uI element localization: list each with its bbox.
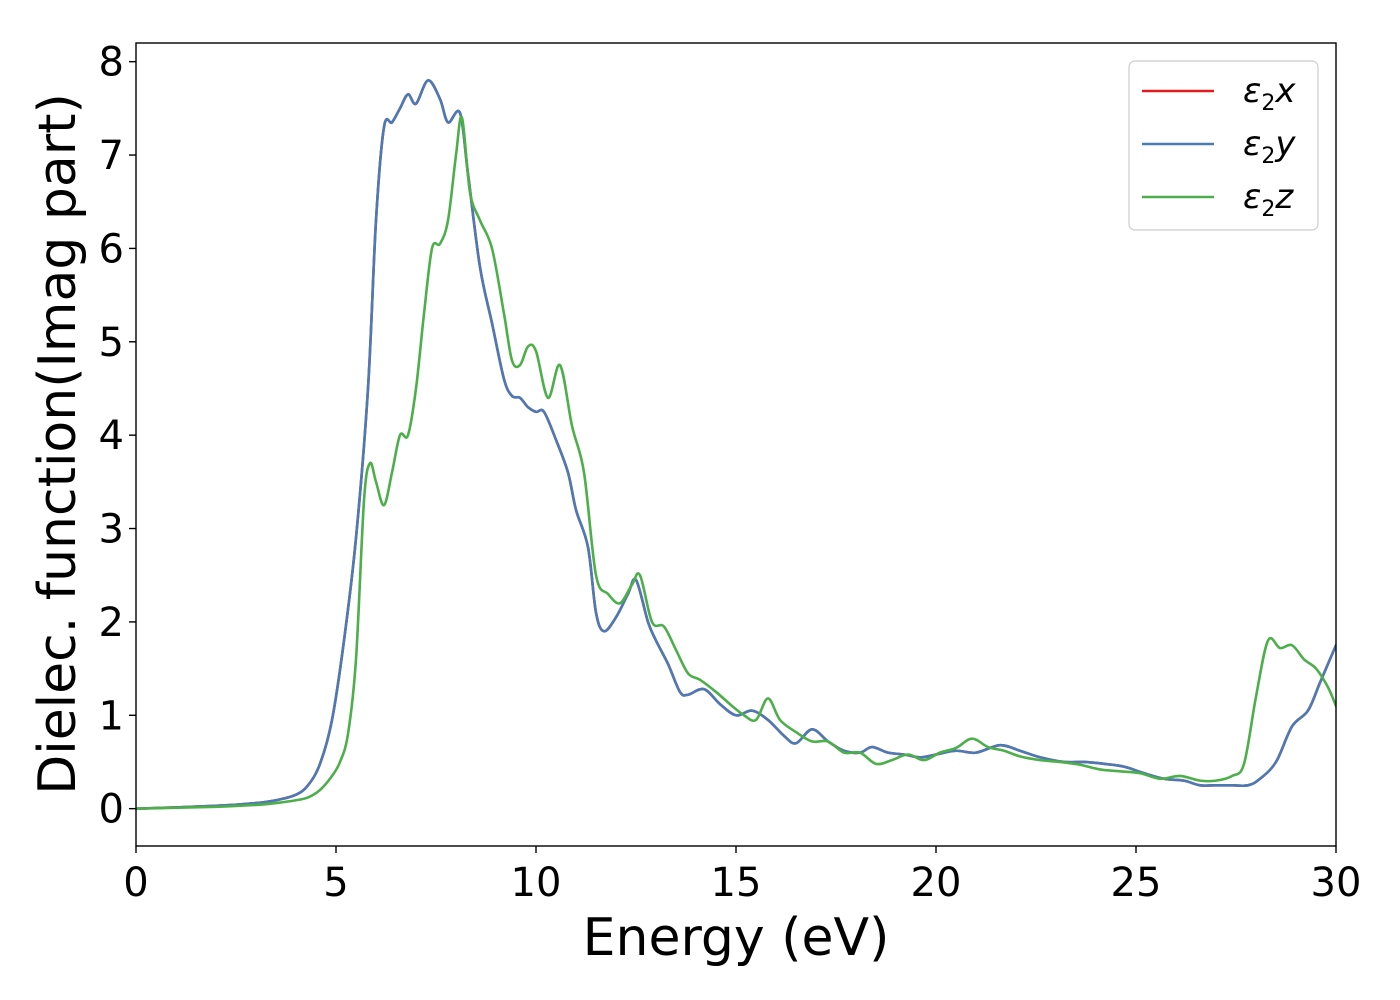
series-layer	[136, 79, 1336, 810]
legend-label-y: ε2y	[1243, 124, 1296, 169]
legend-label-x: ε2x	[1243, 71, 1296, 116]
x-tick-label: 30	[1311, 860, 1362, 906]
series-line-z	[136, 115, 1336, 810]
series-group	[136, 79, 1336, 810]
y-tick-label: 8	[99, 40, 124, 86]
legend: ε2x ε2y ε2z	[1128, 60, 1319, 231]
y-axis-title: Dielec. function(Imag part)	[28, 93, 88, 795]
x-tick-label: 5	[323, 860, 348, 906]
y-tick-label: 3	[99, 507, 124, 553]
series-line-y	[136, 79, 1336, 810]
y-tick-label: 7	[99, 133, 124, 179]
x-tick-label: 20	[911, 860, 962, 906]
legend-label-z: ε2z	[1243, 177, 1294, 222]
x-tick-label: 0	[123, 860, 148, 906]
x-tick-label: 10	[511, 860, 562, 906]
y-tick-label: 4	[99, 413, 124, 459]
y-tick-label: 0	[99, 787, 124, 833]
y-tick-label: 2	[99, 600, 124, 646]
y-tick-label: 5	[99, 320, 124, 366]
y-tick-label: 6	[99, 226, 124, 272]
y-axis: 0 1 2 3 4 5 6 7 8	[99, 40, 136, 833]
x-axis: 0 5 10 15 20 25 30	[123, 846, 1361, 906]
x-tick-label: 15	[711, 860, 762, 906]
legend-box	[1128, 60, 1319, 231]
x-axis-title: Energy (eV)	[583, 908, 890, 968]
x-tick-label: 25	[1111, 860, 1162, 906]
y-tick-label: 1	[99, 693, 124, 739]
